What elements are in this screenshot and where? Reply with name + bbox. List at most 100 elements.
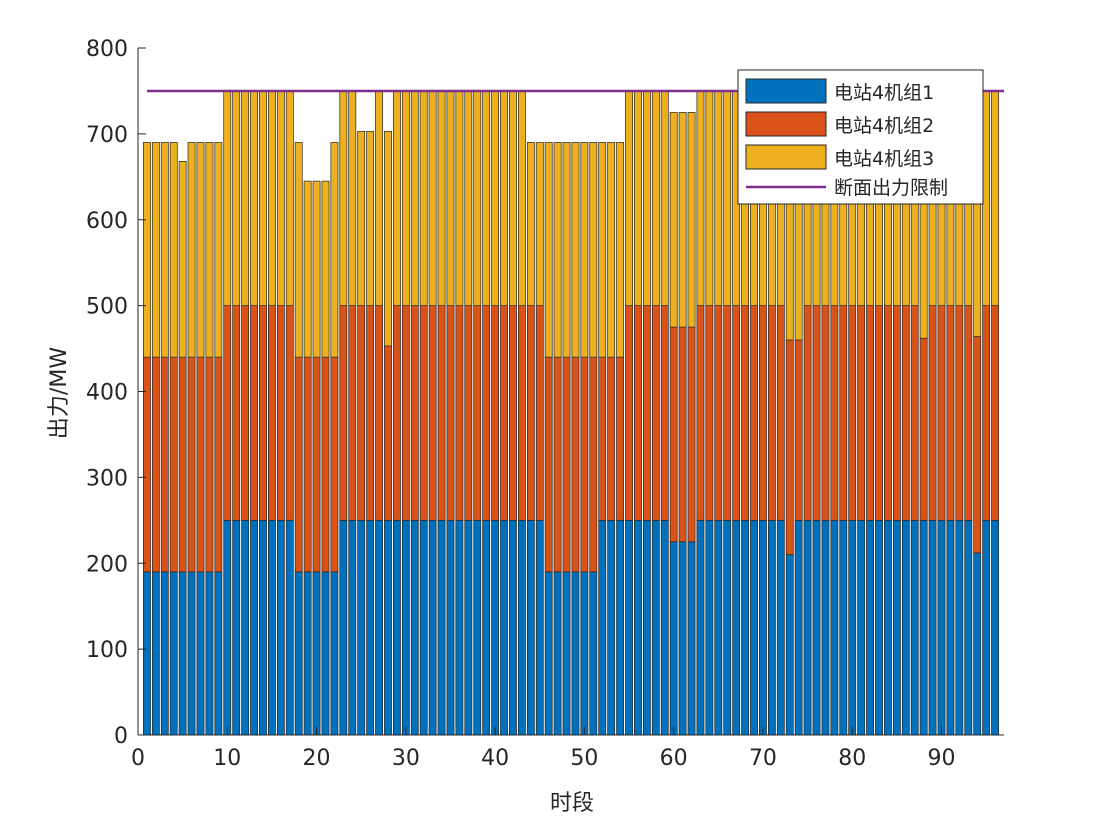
bar-segment [267, 305, 276, 521]
bar-segment [625, 90, 633, 306]
bar-segment [294, 356, 303, 573]
bar-segment [723, 305, 732, 521]
legend-label-series-3: 电站4机组3 [834, 148, 934, 170]
bar-segment [714, 305, 723, 521]
bar-segment [571, 142, 580, 358]
bar-segment [276, 519, 285, 736]
bar-segment [196, 571, 205, 736]
bar-segment [919, 519, 928, 736]
x-tick-label: 90 [928, 746, 956, 771]
bar-segment [723, 519, 732, 736]
bar-segment [625, 305, 633, 521]
bar-segment [964, 519, 973, 736]
bar-segment [348, 305, 357, 521]
bar-segment [812, 519, 821, 736]
legend-swatch-series-2 [745, 111, 827, 137]
bar-segment [910, 305, 919, 521]
bar-segment [348, 90, 357, 306]
bar-segment [678, 326, 687, 543]
bar-segment [696, 519, 705, 736]
bar-segment [928, 305, 937, 521]
bars-layer [143, 90, 999, 736]
bar-segment [901, 519, 910, 736]
bar-segment [776, 305, 785, 521]
bar-segment [491, 519, 500, 736]
bar-segment [464, 519, 473, 736]
y-tick-label: 800 [86, 37, 128, 62]
bar-segment [401, 305, 410, 521]
bar-segment [598, 519, 607, 736]
bar-segment [375, 90, 383, 306]
bar-segment [526, 142, 535, 306]
bar-segment [321, 180, 330, 358]
bar-segment [759, 305, 767, 521]
bar-segment [196, 356, 205, 573]
bar-segment [259, 305, 267, 521]
bar-segment [384, 345, 392, 521]
bar-segment [250, 519, 258, 736]
legend-label-series-1: 电站4机组1 [834, 82, 934, 104]
bar-segment [303, 356, 312, 573]
bar-segment [214, 571, 223, 736]
bar-segment [955, 305, 964, 521]
bar-segment [642, 90, 651, 306]
bar-segment [750, 305, 758, 521]
legend-swatch-series-1 [745, 78, 827, 104]
y-tick-label: 700 [86, 123, 128, 148]
bar-segment [517, 305, 526, 521]
bar-segment [821, 519, 830, 736]
bar-segment [437, 90, 446, 306]
legend-label-series-2: 电站4机组2 [834, 115, 934, 137]
bar-segment [660, 519, 669, 736]
bar-segment [991, 305, 999, 521]
bar-segment [455, 90, 464, 306]
bar-segment [312, 356, 321, 573]
bar-segment [553, 142, 562, 358]
bar-segment [580, 571, 589, 736]
bar-segment [160, 142, 169, 358]
bar-segment [669, 112, 678, 328]
bar-segment [830, 519, 839, 736]
bar-segment [723, 90, 732, 306]
x-tick-label: 40 [481, 746, 509, 771]
bar-segment [241, 305, 250, 521]
bar-segment [214, 356, 223, 573]
bar-segment [455, 305, 464, 521]
bar-segment [357, 519, 366, 736]
bar-segment [651, 519, 660, 736]
bar-segment [884, 519, 892, 736]
bar-segment [812, 305, 821, 521]
bar-segment [589, 571, 598, 736]
bar-segment [294, 571, 303, 736]
bar-segment [482, 90, 491, 306]
bar-segment [187, 571, 196, 736]
bar-segment [428, 519, 437, 736]
bar-segment [375, 519, 383, 736]
bar-segment [875, 519, 883, 736]
bar-segment [259, 519, 267, 736]
bar-segment [375, 305, 383, 521]
bar-segment [366, 130, 375, 306]
bar-segment [178, 571, 187, 736]
bar-segment [821, 305, 830, 521]
bar-segment [982, 519, 991, 736]
bar-segment [901, 305, 910, 521]
bar-segment [982, 305, 991, 521]
bar-segment [598, 142, 607, 358]
bar-segment [973, 336, 982, 554]
bar-segment [169, 356, 178, 573]
bar-segment [491, 90, 500, 306]
bar-segment [410, 519, 419, 736]
bar-segment [357, 305, 366, 521]
y-tick-label: 500 [86, 295, 128, 320]
x-tick-label: 70 [749, 746, 777, 771]
bar-segment [446, 305, 455, 521]
bar-segment [982, 90, 991, 306]
bar-segment [946, 305, 955, 521]
bar-segment [741, 305, 750, 521]
y-tick-label: 200 [86, 552, 128, 577]
bar-segment [946, 519, 955, 736]
bar-segment [955, 519, 964, 736]
bar-segment [848, 305, 857, 521]
